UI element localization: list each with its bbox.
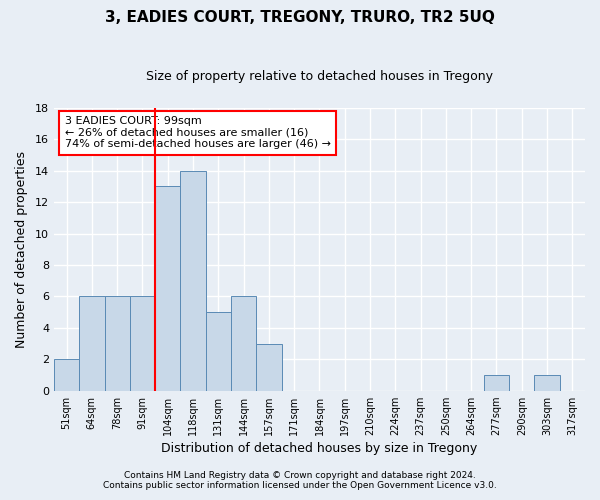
Bar: [54, 360, 79, 390]
Bar: [206, 312, 231, 390]
Y-axis label: Number of detached properties: Number of detached properties: [15, 150, 28, 348]
Bar: [484, 375, 509, 390]
Bar: [155, 186, 181, 390]
Bar: [231, 296, 256, 390]
Text: Contains HM Land Registry data © Crown copyright and database right 2024.
Contai: Contains HM Land Registry data © Crown c…: [103, 470, 497, 490]
Text: 3 EADIES COURT: 99sqm
← 26% of detached houses are smaller (16)
74% of semi-deta: 3 EADIES COURT: 99sqm ← 26% of detached …: [65, 116, 331, 150]
Bar: [535, 375, 560, 390]
X-axis label: Distribution of detached houses by size in Tregony: Distribution of detached houses by size …: [161, 442, 478, 455]
Bar: [79, 296, 104, 390]
Bar: [130, 296, 155, 390]
Text: 3, EADIES COURT, TREGONY, TRURO, TR2 5UQ: 3, EADIES COURT, TREGONY, TRURO, TR2 5UQ: [105, 10, 495, 25]
Bar: [181, 170, 206, 390]
Bar: [256, 344, 281, 390]
Bar: [104, 296, 130, 390]
Title: Size of property relative to detached houses in Tregony: Size of property relative to detached ho…: [146, 70, 493, 83]
